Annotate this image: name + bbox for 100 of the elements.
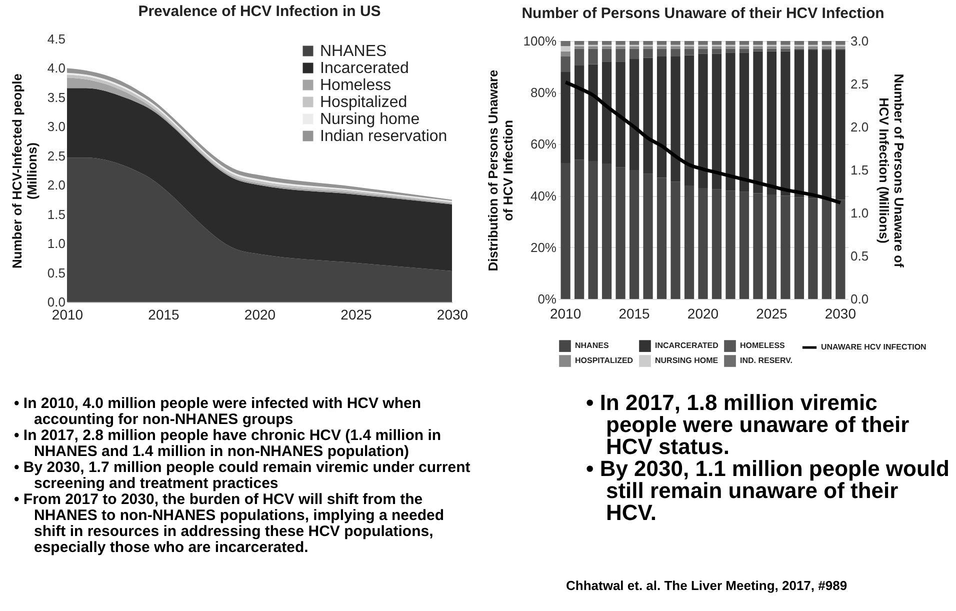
legend-label: HOMELESS <box>740 341 786 350</box>
y-tick-label: 1.0 <box>47 236 66 252</box>
x-tick-label: 2010 <box>550 306 582 322</box>
bar <box>670 56 680 182</box>
bar <box>712 46 722 49</box>
bar <box>698 48 708 54</box>
legend-label: NHANES <box>320 43 387 60</box>
bar <box>560 46 570 52</box>
chart-title: Number of Persons Unaware of their HCV Infection <box>522 5 884 22</box>
bar <box>629 170 640 299</box>
bar <box>766 41 777 45</box>
bar <box>588 64 598 161</box>
legend-label: Incarcerated <box>320 60 409 77</box>
bar <box>698 54 708 188</box>
bar <box>739 41 750 45</box>
bar <box>753 48 763 52</box>
bar <box>753 41 763 45</box>
bar <box>712 48 722 54</box>
y-tick-label: 80% <box>530 85 557 100</box>
bar <box>574 160 584 299</box>
bar <box>726 190 736 299</box>
bar <box>560 51 570 56</box>
text: • From 2017 to 2030, the burden of HCV will shift from the NHANES to non-NHANES populations, implying a needed shift in resources in addressing these HCV populations, especially those who are incarcerated. <box>14 491 446 556</box>
bar <box>794 41 804 45</box>
bar <box>616 48 626 62</box>
bar <box>698 46 708 49</box>
y2-tick-label: 1.5 <box>850 162 869 178</box>
bar <box>836 46 846 49</box>
y-tick-label: 0.0 <box>47 294 66 310</box>
bar <box>794 197 804 299</box>
bar <box>656 41 667 45</box>
bar <box>670 46 680 49</box>
legend-label: IND. RESERV. <box>740 356 792 365</box>
bar <box>602 48 612 62</box>
bar <box>629 59 640 170</box>
x-tick-label: 2030 <box>824 306 856 322</box>
y-tick-label: 60% <box>530 136 557 152</box>
bar <box>726 46 736 49</box>
bar <box>726 48 736 53</box>
bar <box>560 56 570 72</box>
y-tick-label: 1.5 <box>47 206 66 222</box>
bar <box>574 41 584 45</box>
bar <box>766 194 777 299</box>
x-tick-label: 2020 <box>244 306 276 322</box>
bar <box>822 50 832 198</box>
bar <box>726 52 736 191</box>
text: • In 2010, 4.0 million people were infected with HCV when accounting for non-NHANES groups <box>14 395 422 428</box>
bar <box>836 50 846 200</box>
bar <box>616 41 626 45</box>
bar <box>808 41 818 45</box>
y2-tick-label: 1.0 <box>850 206 869 220</box>
x-tick-label: 2025 <box>340 306 372 322</box>
bar <box>836 200 846 299</box>
bar <box>670 48 680 56</box>
bar <box>616 62 626 168</box>
y2-tick-label: 2.0 <box>850 120 869 134</box>
bar <box>602 41 612 45</box>
y-tick-label: 4.5 <box>47 32 66 46</box>
bar <box>670 182 680 299</box>
legend-label: NURSING HOME <box>655 356 719 365</box>
bar <box>780 51 790 196</box>
line-series <box>564 80 842 204</box>
bar <box>766 48 777 52</box>
bar <box>656 56 667 178</box>
bar <box>602 62 612 164</box>
bar <box>836 41 846 45</box>
y-tick-label: 40% <box>530 188 557 204</box>
bar <box>560 163 570 299</box>
bar <box>602 164 612 299</box>
y-tick-label: 4.0 <box>47 60 66 76</box>
bar <box>739 46 750 49</box>
bar <box>588 41 598 45</box>
y-tick-label: 3.0 <box>47 119 66 134</box>
bar <box>766 51 777 195</box>
text: • In 2017, 2.8 million people have chronic HCV (1.4 million in NHANES and 1.4 million in non-NHANES population) <box>14 427 442 460</box>
y-tick-label: 0.5 <box>47 265 66 280</box>
y-tick-label: 20% <box>530 240 557 255</box>
bar <box>698 41 708 45</box>
text: • By 2030, 1.1 million people would still remain unaware of their HCV. <box>586 456 950 525</box>
bar <box>629 41 640 45</box>
bar <box>616 167 626 299</box>
x-tick-label: 2025 <box>756 306 788 322</box>
legend-label: UNAWARE HCV INFECTION <box>821 342 927 352</box>
chart-title: Prevalence of HCV Infection in US <box>138 3 381 20</box>
bar <box>560 41 570 46</box>
bar <box>616 46 626 49</box>
bar <box>712 54 722 190</box>
bar <box>684 55 694 186</box>
y-tick-label: 100% <box>523 34 557 48</box>
bar <box>588 46 598 49</box>
bar <box>794 46 804 49</box>
bar <box>643 58 653 174</box>
y-axis-title: Distribution of Persons Unaware of HCV Infection <box>485 70 516 272</box>
bar <box>766 46 777 49</box>
bar <box>780 48 790 52</box>
bar <box>684 41 694 45</box>
bar <box>656 48 667 56</box>
bar <box>698 188 708 299</box>
bar <box>588 160 598 299</box>
bar <box>656 178 667 299</box>
